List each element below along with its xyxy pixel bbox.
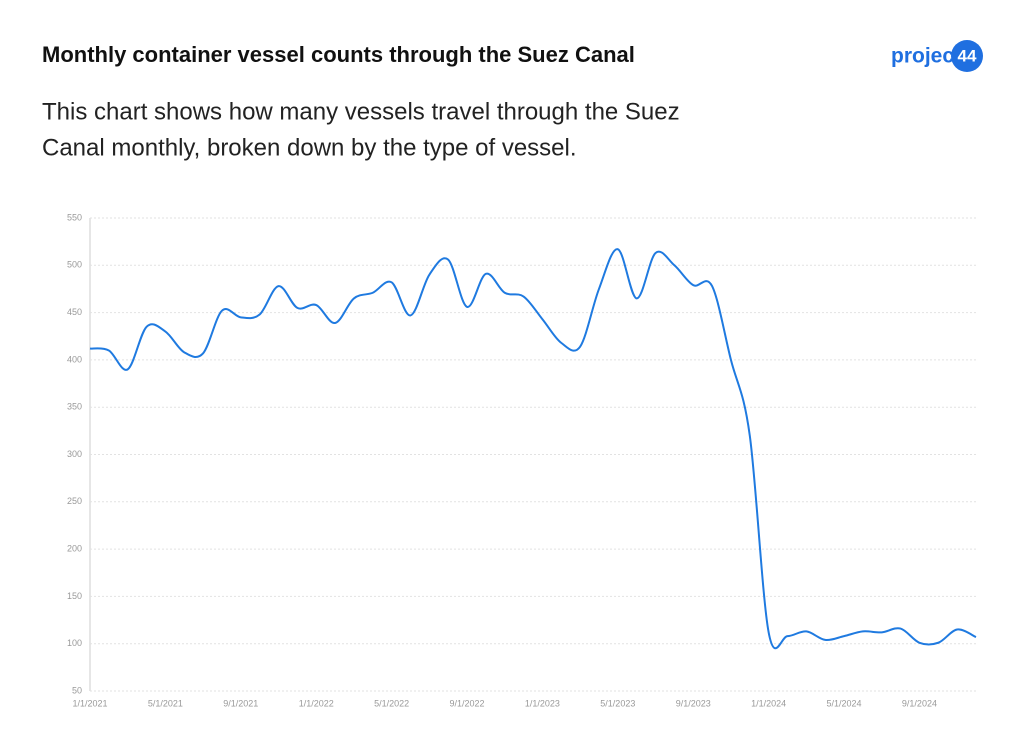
y-tick-label: 350 (67, 402, 82, 412)
y-tick-label: 250 (67, 496, 82, 506)
x-tick-label: 9/1/2023 (676, 698, 711, 708)
logo-badge-text: 44 (958, 46, 977, 65)
y-tick-label: 100 (67, 638, 82, 648)
x-tick-label: 1/1/2024 (751, 698, 786, 708)
x-tick-label: 5/1/2021 (148, 698, 183, 708)
y-tick-label: 450 (67, 307, 82, 317)
chart-subtitle: This chart shows how many vessels travel… (42, 98, 680, 125)
x-tick-label: 9/1/2022 (449, 698, 484, 708)
y-tick-label: 300 (67, 449, 82, 459)
chart-title: Monthly container vessel counts through … (42, 42, 635, 67)
x-tick-label: 1/1/2023 (525, 698, 560, 708)
x-tick-label: 1/1/2021 (72, 698, 107, 708)
x-tick-label: 5/1/2023 (600, 698, 635, 708)
logo-text: project (891, 45, 961, 68)
line (89, 248, 977, 650)
x-tick-label: 5/1/2022 (374, 698, 409, 708)
x-tick-label: 9/1/2021 (223, 698, 258, 708)
x-tick-label: 1/1/2022 (299, 698, 334, 708)
y-tick-label: 50 (72, 685, 82, 695)
y-tick-label: 500 (67, 260, 82, 270)
y-tick-label: 550 (67, 212, 82, 222)
logo-badge (951, 40, 983, 72)
x-tick-label: 9/1/2024 (902, 698, 937, 708)
y-tick-label: 150 (67, 591, 82, 601)
y-tick-label: 200 (67, 543, 82, 553)
y-tick-label: 400 (67, 354, 82, 364)
chart-subtitle: Canal monthly, broken down by the type o… (42, 134, 577, 161)
x-tick-label: 5/1/2024 (827, 698, 862, 708)
